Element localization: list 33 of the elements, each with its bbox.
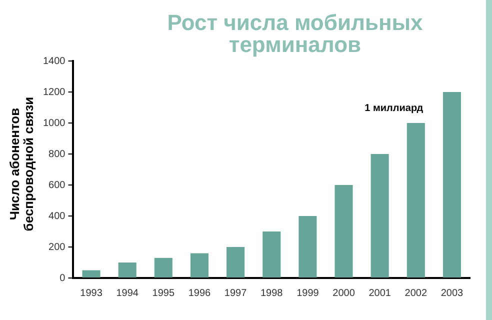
bar xyxy=(82,270,100,278)
bar xyxy=(262,232,281,278)
x-tick-label: 1994 xyxy=(116,288,139,299)
y-tick-label: 0 xyxy=(60,272,66,284)
bar xyxy=(298,216,317,278)
bar xyxy=(154,258,172,278)
annotation: 1 миллиард xyxy=(364,102,424,114)
y-tick-label: 1000 xyxy=(42,118,66,129)
x-tick-label: 2001 xyxy=(368,288,392,299)
y-tick-label: 1200 xyxy=(42,86,66,98)
y-tick-label: 600 xyxy=(48,180,66,191)
x-tick-label: 1995 xyxy=(152,288,175,299)
y-axis-title: Число абонентов беспроводной связи xyxy=(7,96,36,234)
y-tick-label: 1400 xyxy=(42,56,66,67)
bar xyxy=(190,253,209,278)
y-tick-label: 800 xyxy=(48,148,66,160)
bar xyxy=(334,185,353,278)
x-tick-label: 1997 xyxy=(224,288,248,299)
x-tick-label: 1996 xyxy=(188,288,212,299)
bar xyxy=(370,154,389,278)
bar xyxy=(406,123,425,278)
bar xyxy=(118,262,136,278)
y-tick-label: 400 xyxy=(48,210,66,222)
x-tick-label: 1999 xyxy=(296,288,320,299)
y-tick-label: 200 xyxy=(48,242,66,253)
bar xyxy=(226,247,245,278)
chart-title: Рост числа мобильных терминалов xyxy=(166,10,424,57)
x-tick-label: 1998 xyxy=(260,288,284,299)
bar xyxy=(442,92,461,278)
x-tick-label: 2000 xyxy=(332,288,356,299)
x-tick-label: 2002 xyxy=(404,288,428,299)
x-tick-label: 1993 xyxy=(80,288,103,299)
x-tick-label: 2003 xyxy=(440,288,464,299)
